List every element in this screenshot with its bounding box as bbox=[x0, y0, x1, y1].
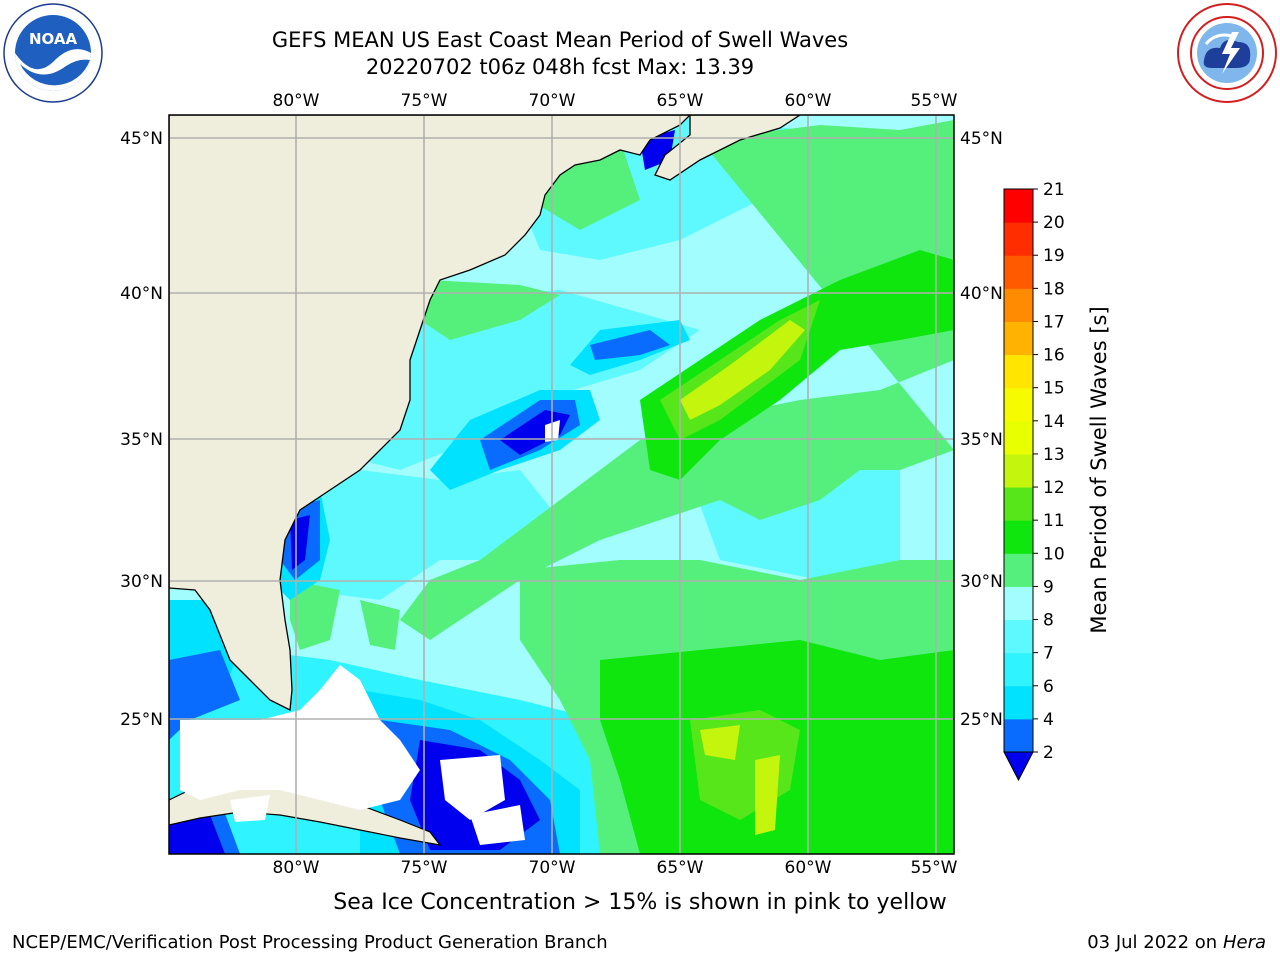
colorbar-bin bbox=[1004, 255, 1033, 289]
lat-tick-left: 40°N bbox=[120, 284, 163, 304]
swell-period-contour bbox=[640, 250, 954, 480]
lon-tick-bottom: 70°W bbox=[529, 858, 576, 878]
colorbar-bin bbox=[1004, 387, 1033, 422]
colorbar-bin bbox=[1004, 487, 1033, 521]
colorbar-tick-label: 19 bbox=[1043, 246, 1065, 266]
masked-region bbox=[230, 795, 270, 822]
lon-tick-bottom: 55°W bbox=[911, 858, 958, 878]
colorbar-tick-label: 11 bbox=[1043, 511, 1065, 531]
swell-period-contour bbox=[360, 600, 400, 650]
colorbar-bin bbox=[1004, 586, 1033, 621]
swell-period-contour bbox=[290, 580, 340, 650]
swell-period-contour bbox=[280, 470, 560, 600]
map-gridlines bbox=[169, 115, 954, 854]
colorbar-bin bbox=[1004, 288, 1033, 322]
nws-logo bbox=[1177, 3, 1277, 103]
colorbar-tick-label: 21 bbox=[1043, 180, 1065, 200]
colorbar-tick-label: 12 bbox=[1043, 478, 1065, 498]
footer-date-text: 03 Jul 2022 on bbox=[1087, 932, 1223, 953]
footer-date: 03 Jul 2022 on Hera bbox=[1087, 932, 1266, 953]
land-mass-us bbox=[169, 115, 691, 712]
colorbar-label: Mean Period of Swell Waves [s] bbox=[1087, 306, 1111, 633]
map-panel bbox=[169, 115, 954, 854]
land-mass-canada bbox=[654, 115, 802, 181]
lat-tick-left: 30°N bbox=[120, 572, 163, 592]
lon-tick-top: 65°W bbox=[657, 91, 704, 111]
colorbar-tick-label: 2 bbox=[1043, 743, 1054, 763]
colorbar-bin bbox=[1004, 619, 1033, 654]
footer-machine: Hera bbox=[1222, 932, 1266, 953]
lon-tick-bottom: 60°W bbox=[785, 858, 832, 878]
colorbar-tick-label: 13 bbox=[1043, 445, 1065, 465]
colorbar-bin bbox=[1004, 652, 1033, 687]
lat-tick-right: 45°N bbox=[960, 129, 1003, 149]
colorbar-bin bbox=[1004, 321, 1033, 356]
swell-period-contour bbox=[420, 280, 560, 340]
swell-period-contour bbox=[400, 120, 954, 640]
masked-region bbox=[180, 665, 420, 810]
lat-tick-right: 25°N bbox=[960, 710, 1003, 730]
colorbar: 2 4 6 7 8 9 10 11 12 13 14 15 16 17 18 19 20 21 bbox=[1003, 180, 1065, 782]
lat-tick-right: 30°N bbox=[960, 572, 1003, 592]
masked-region bbox=[470, 805, 525, 845]
colorbar-bin bbox=[1004, 189, 1033, 223]
swell-period-contour bbox=[169, 650, 240, 740]
colorbar-tick-label: 9 bbox=[1043, 577, 1054, 597]
colorbar-extend-arrow bbox=[1003, 751, 1034, 782]
colorbar-bin bbox=[1004, 553, 1033, 587]
lon-tick-top: 75°W bbox=[401, 91, 448, 111]
masked-region bbox=[440, 755, 505, 820]
swell-period-contour bbox=[700, 725, 740, 760]
chart-title: GEFS MEAN US East Coast Mean Period of S… bbox=[271, 28, 849, 52]
lat-tick-left: 35°N bbox=[120, 430, 163, 450]
lat-tick-left: 45°N bbox=[120, 129, 163, 149]
lon-tick-bottom: 65°W bbox=[657, 858, 704, 878]
colorbar-frame bbox=[1003, 188, 1034, 753]
swell-period-contour bbox=[590, 330, 670, 360]
sea-ice-note: Sea Ice Concentration > 15% is shown in … bbox=[333, 890, 947, 915]
colorbar-tick-label: 18 bbox=[1043, 279, 1065, 299]
colorbar-tick-label: 17 bbox=[1043, 312, 1065, 332]
colorbar-tick-label: 6 bbox=[1043, 677, 1054, 697]
colorbar-bin bbox=[1004, 222, 1033, 256]
colorbar-tick-label: 15 bbox=[1043, 379, 1065, 399]
colorbar-tick-label: 7 bbox=[1043, 644, 1054, 664]
chart-subtitle: 20220702 t06z 048h fcst Max: 13.39 bbox=[365, 55, 755, 79]
lon-tick-bottom: 75°W bbox=[401, 858, 448, 878]
colorbar-bin bbox=[1004, 718, 1033, 753]
lat-tick-right: 35°N bbox=[960, 430, 1003, 450]
colorbar-tick-label: 16 bbox=[1043, 346, 1065, 366]
lon-tick-top: 55°W bbox=[911, 91, 958, 111]
colorbar-bin bbox=[1004, 354, 1033, 389]
lon-tick-top: 80°W bbox=[273, 91, 320, 111]
colorbar-tick-label: 14 bbox=[1043, 412, 1065, 432]
colorbar-tick-label: 10 bbox=[1043, 544, 1065, 564]
colorbar-bin bbox=[1004, 685, 1033, 720]
map-frame bbox=[168, 114, 955, 855]
colorbar-tick-label: 4 bbox=[1043, 710, 1054, 730]
lon-tick-top: 60°W bbox=[785, 91, 832, 111]
swell-period-contour bbox=[755, 755, 780, 835]
colorbar-tick-label: 20 bbox=[1043, 213, 1065, 233]
swell-period-contour bbox=[290, 515, 310, 570]
colorbar-bin bbox=[1004, 453, 1033, 488]
noaa-logo-text: NOAA bbox=[29, 30, 78, 48]
footer-credit: NCEP/EMC/Verification Post Processing Pr… bbox=[12, 932, 608, 953]
lat-tick-left: 25°N bbox=[120, 710, 163, 730]
swell-period-contour bbox=[169, 815, 225, 854]
lat-tick-right: 40°N bbox=[960, 284, 1003, 304]
swell-period-contour bbox=[680, 320, 805, 420]
noaa-logo: NOAA bbox=[3, 3, 103, 103]
colorbar-tick-label: 8 bbox=[1043, 611, 1054, 631]
colorbar-bin bbox=[1004, 520, 1033, 554]
lon-tick-top: 70°W bbox=[529, 91, 576, 111]
colorbar-bin bbox=[1004, 420, 1033, 455]
lon-tick-bottom: 80°W bbox=[273, 858, 320, 878]
